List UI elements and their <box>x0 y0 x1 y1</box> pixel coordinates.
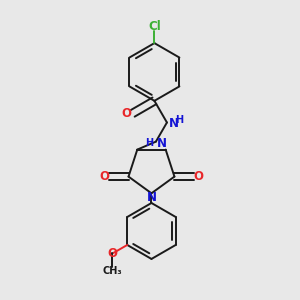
Text: N: N <box>169 118 179 130</box>
Text: N: N <box>157 136 167 150</box>
Text: O: O <box>121 107 131 120</box>
Text: H: H <box>145 138 153 148</box>
Text: O: O <box>107 247 118 260</box>
Text: H: H <box>175 115 183 125</box>
Text: O: O <box>99 170 109 183</box>
Text: Cl: Cl <box>148 20 161 33</box>
Text: CH₃: CH₃ <box>103 266 122 276</box>
Text: N: N <box>146 191 157 204</box>
Text: O: O <box>194 170 204 183</box>
